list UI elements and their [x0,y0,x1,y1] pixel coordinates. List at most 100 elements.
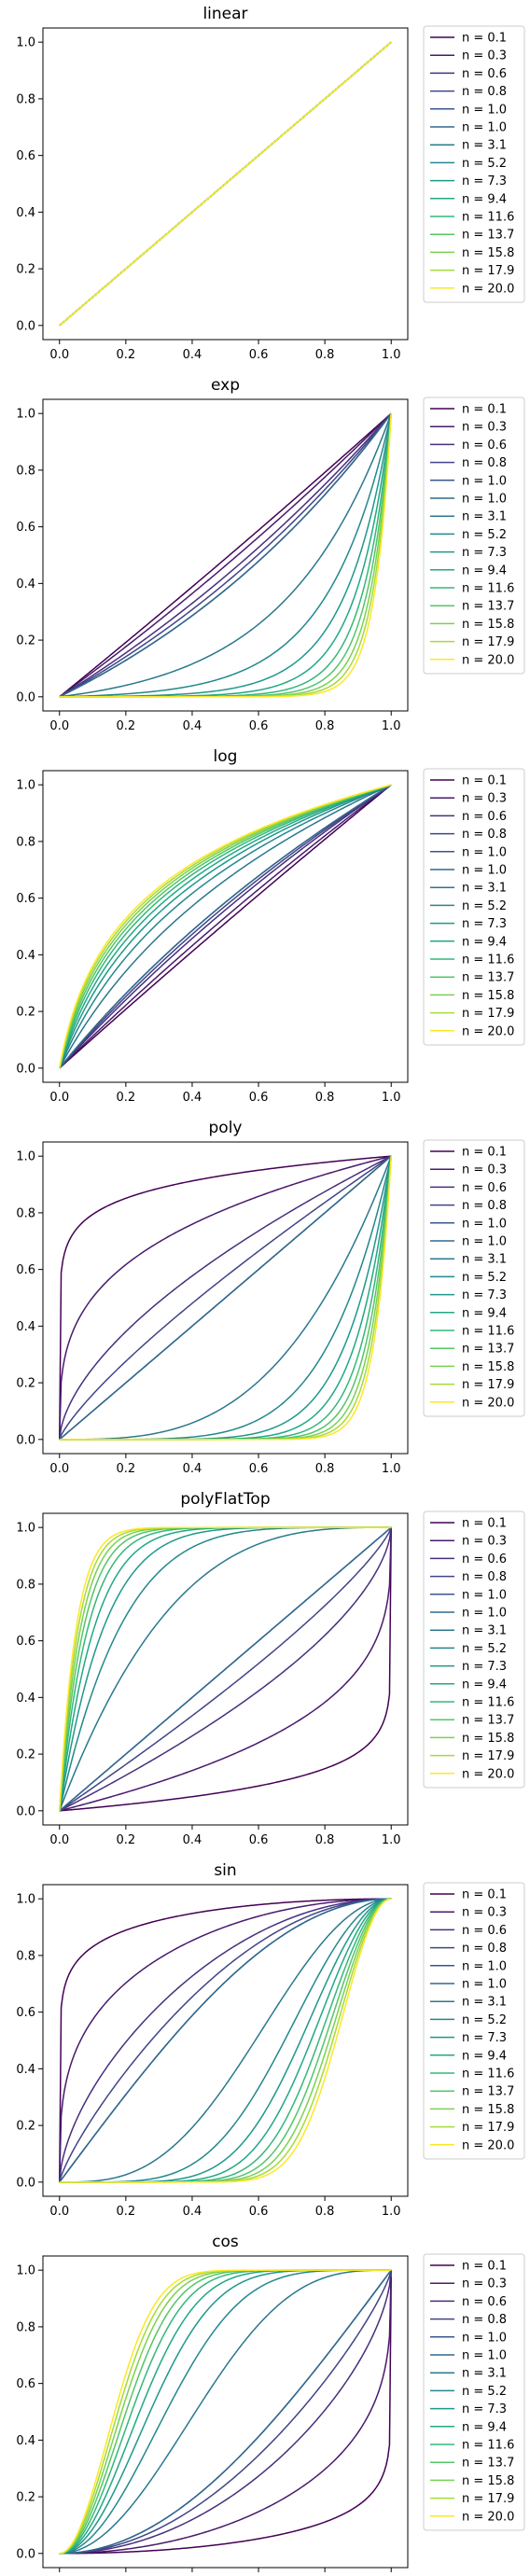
series-line [59,1898,392,2183]
legend-label: n = 13.7 [462,2085,514,2099]
legend-label: n = 0.8 [462,85,507,99]
y-tick-label: 0.8 [16,1206,35,1220]
series-line [59,1898,392,2183]
legend-label: n = 0.6 [462,1181,507,1195]
series-group [59,1526,392,1812]
legend: n = 0.1 n = 0.3 n = 0.6 n = 0.8 n = 1.0 n = 1… [423,1139,525,1417]
x-tick-label: 0.4 [183,1462,202,1476]
x-tick-label: 0.2 [117,348,136,362]
legend-label: n = 0.1 [462,2260,507,2274]
series-line [59,2270,392,2555]
legend-label: n = 13.7 [462,2457,514,2471]
legend-label: n = 20.0 [462,1024,514,1038]
series-line [59,1898,392,2182]
legend-frame [423,1882,525,2160]
y-tick-label: 0.2 [16,634,35,648]
series-line [59,784,392,1069]
chart-panel-cos: cos0.00.20.40.60.81.00.00.20.40.60.81.0n… [16,2233,525,2572]
legend-label: n = 0.1 [462,1146,507,1160]
y-tick-label: 0.4 [16,949,35,963]
x-tick-label: 1.0 [382,2205,401,2219]
series-line [59,1898,392,2182]
x-tick-label: 1.0 [382,348,401,362]
legend-label: n = 3.1 [462,882,507,896]
legend-label: n = 11.6 [462,1325,514,1339]
legend-label: n = 9.4 [462,1678,507,1692]
series-line [59,1898,392,2183]
legend-label: n = 0.6 [462,1553,507,1566]
legend-label: n = 17.9 [462,1007,514,1021]
legend-label: n = 0.1 [462,32,507,46]
legend-label: n = 15.8 [462,2474,514,2488]
legend-label: n = 9.4 [462,192,507,206]
legend-frame [423,25,525,303]
legend-label: n = 5.2 [462,2385,507,2399]
series-line [59,2269,392,2555]
series-group [59,1155,392,1441]
legend-label: n = 0.6 [462,439,507,453]
series-line [59,2269,392,2555]
legend-label: n = 0.3 [462,49,507,63]
x-tick-label: 0.8 [315,719,335,733]
x-tick-label: 0.2 [117,1462,136,1476]
legend: n = 0.1 n = 0.3 n = 0.6 n = 0.8 n = 1.0 n = 1… [423,1511,525,1789]
y-tick-label: 0.6 [16,1635,35,1649]
y-tick-label: 1.0 [16,1893,35,1907]
legend-label: n = 0.3 [462,1906,507,1920]
legend-label: n = 0.8 [462,1942,507,1956]
legend-label: n = 0.1 [462,774,507,788]
x-tick-label: 0.2 [117,2205,136,2219]
legend-label: n = 15.8 [462,618,514,632]
y-tick-label: 0.4 [16,1692,35,1706]
x-tick-label: 0.6 [249,348,269,362]
legend-label: n = 1.0 [462,1235,507,1249]
chart-title: exp [211,376,240,395]
series-line [59,1898,392,2183]
series-line [59,1527,392,1812]
series-line [59,784,392,1069]
legend-label: n = 20.0 [462,282,514,296]
legend: n = 0.1 n = 0.3 n = 0.6 n = 0.8 n = 1.0 n = 1… [423,25,525,303]
x-tick-label: 0.2 [117,1833,136,1847]
series-line [59,1155,392,1440]
legend-label: n = 15.8 [462,246,514,260]
series-line [59,784,392,1069]
series-line [59,1155,392,1441]
legend-label: n = 11.6 [462,582,514,596]
series-line [59,412,392,698]
y-tick-label: 1.0 [16,2264,35,2278]
legend-label: n = 0.3 [462,792,507,806]
series-line [59,1155,392,1441]
series-line [59,413,392,698]
x-tick-label: 0.0 [49,1091,69,1105]
series-line [59,412,392,698]
legend-label: n = 1.0 [462,2331,507,2345]
legend-label: n = 1.0 [462,845,507,859]
series-group [59,1898,392,2183]
y-tick-label: 0.0 [16,2547,35,2561]
series-line [59,784,392,1069]
series-group [59,2269,392,2555]
legend-label: n = 0.1 [462,403,507,417]
chart-title: log [214,747,238,766]
legend-label: n = 5.2 [462,157,507,171]
legend-label: n = 7.3 [462,1660,507,1674]
series-line [59,784,392,1069]
x-tick-label: 0.8 [315,1833,335,1847]
legend-label: n = 9.4 [462,1306,507,1320]
y-tick-label: 0.4 [16,578,35,592]
legend-label: n = 1.0 [462,103,507,117]
x-tick-label: 0.6 [249,1833,269,1847]
legend-label: n = 1.0 [462,1607,507,1621]
legend-label: n = 0.8 [462,456,507,470]
legend-label: n = 0.6 [462,1924,507,1938]
y-tick-label: 0.4 [16,1320,35,1334]
series-line [59,1898,392,2183]
y-tick-label: 0.6 [16,521,35,535]
legend: n = 0.1 n = 0.3 n = 0.6 n = 0.8 n = 1.0 n = 1… [423,1882,525,2160]
y-tick-label: 1.0 [16,779,35,793]
x-tick-label: 0.4 [183,719,202,733]
chart-title: linear [202,5,247,23]
x-tick-label: 0.4 [183,348,202,362]
plot-frame [42,2255,409,2569]
